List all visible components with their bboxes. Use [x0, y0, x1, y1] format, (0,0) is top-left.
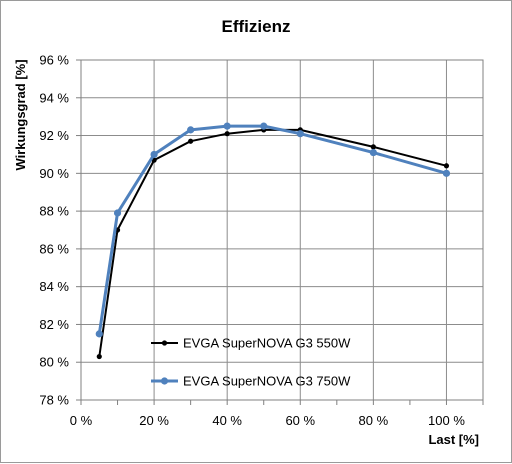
y-tick-label: 88 % [39, 204, 69, 219]
y-axis-ticks: 78 % 80 % 82 % 84 % 86 % 88 % 90 % 92 % 94 % 96 % [39, 53, 81, 408]
data-point [95, 330, 103, 338]
data-point [224, 131, 230, 137]
x-tick-label: 40 % [212, 413, 242, 428]
data-point [369, 148, 377, 157]
y-tick-label: 92 % [39, 128, 69, 143]
legend-label: EVGA SuperNOVA G3 750W [183, 374, 351, 389]
data-point [370, 144, 376, 150]
data-point [443, 163, 450, 169]
data-point [260, 122, 268, 130]
data-point [113, 209, 122, 217]
y-tick-label: 84 % [39, 279, 69, 294]
data-point [96, 353, 102, 360]
data-point [187, 126, 195, 134]
x-tick-label: 60 % [285, 413, 315, 428]
y-tick-label: 96 % [39, 53, 69, 68]
y-tick-label: 90 % [39, 166, 69, 181]
legend-item-1: EVGA SuperNOVA G3 550W [151, 336, 351, 351]
y-axis-title: Wirkungsgrad [%] [13, 59, 28, 170]
y-tick-label: 94 % [39, 90, 69, 105]
data-series [95, 122, 451, 360]
x-axis-ticks: 0 % 20 % 40 % 60 % 80 % 100 % [70, 400, 484, 428]
data-point [296, 130, 304, 138]
x-axis-title: Last [%] [428, 432, 479, 447]
y-tick-label: 80 % [39, 355, 69, 370]
legend-label: EVGA SuperNOVA G3 550W [183, 336, 351, 351]
plot-area-border [80, 59, 484, 401]
legend-item-2: EVGA SuperNOVA G3 750W [151, 374, 351, 389]
data-point [150, 150, 158, 159]
x-tick-label: 80 % [359, 413, 389, 428]
data-point [223, 122, 231, 130]
chart-title: Effizienz [222, 17, 291, 36]
y-tick-label: 82 % [39, 317, 69, 332]
series-line [98, 128, 447, 357]
y-tick-label: 78 % [39, 393, 69, 408]
legend-swatch-marker [161, 340, 168, 346]
legend-swatch-marker [160, 377, 169, 385]
legend: EVGA SuperNOVA G3 550W EVGA SuperNOVA G3 … [151, 336, 351, 389]
x-tick-label: 100 % [428, 413, 465, 428]
series-2 [95, 122, 451, 338]
series-line [97, 124, 447, 335]
series-1 [96, 127, 450, 360]
x-tick-label: 0 % [70, 413, 93, 428]
y-tick-label: 86 % [39, 241, 69, 256]
data-point [442, 169, 451, 177]
x-tick-label: 20 % [139, 413, 169, 428]
data-point [188, 138, 194, 144]
